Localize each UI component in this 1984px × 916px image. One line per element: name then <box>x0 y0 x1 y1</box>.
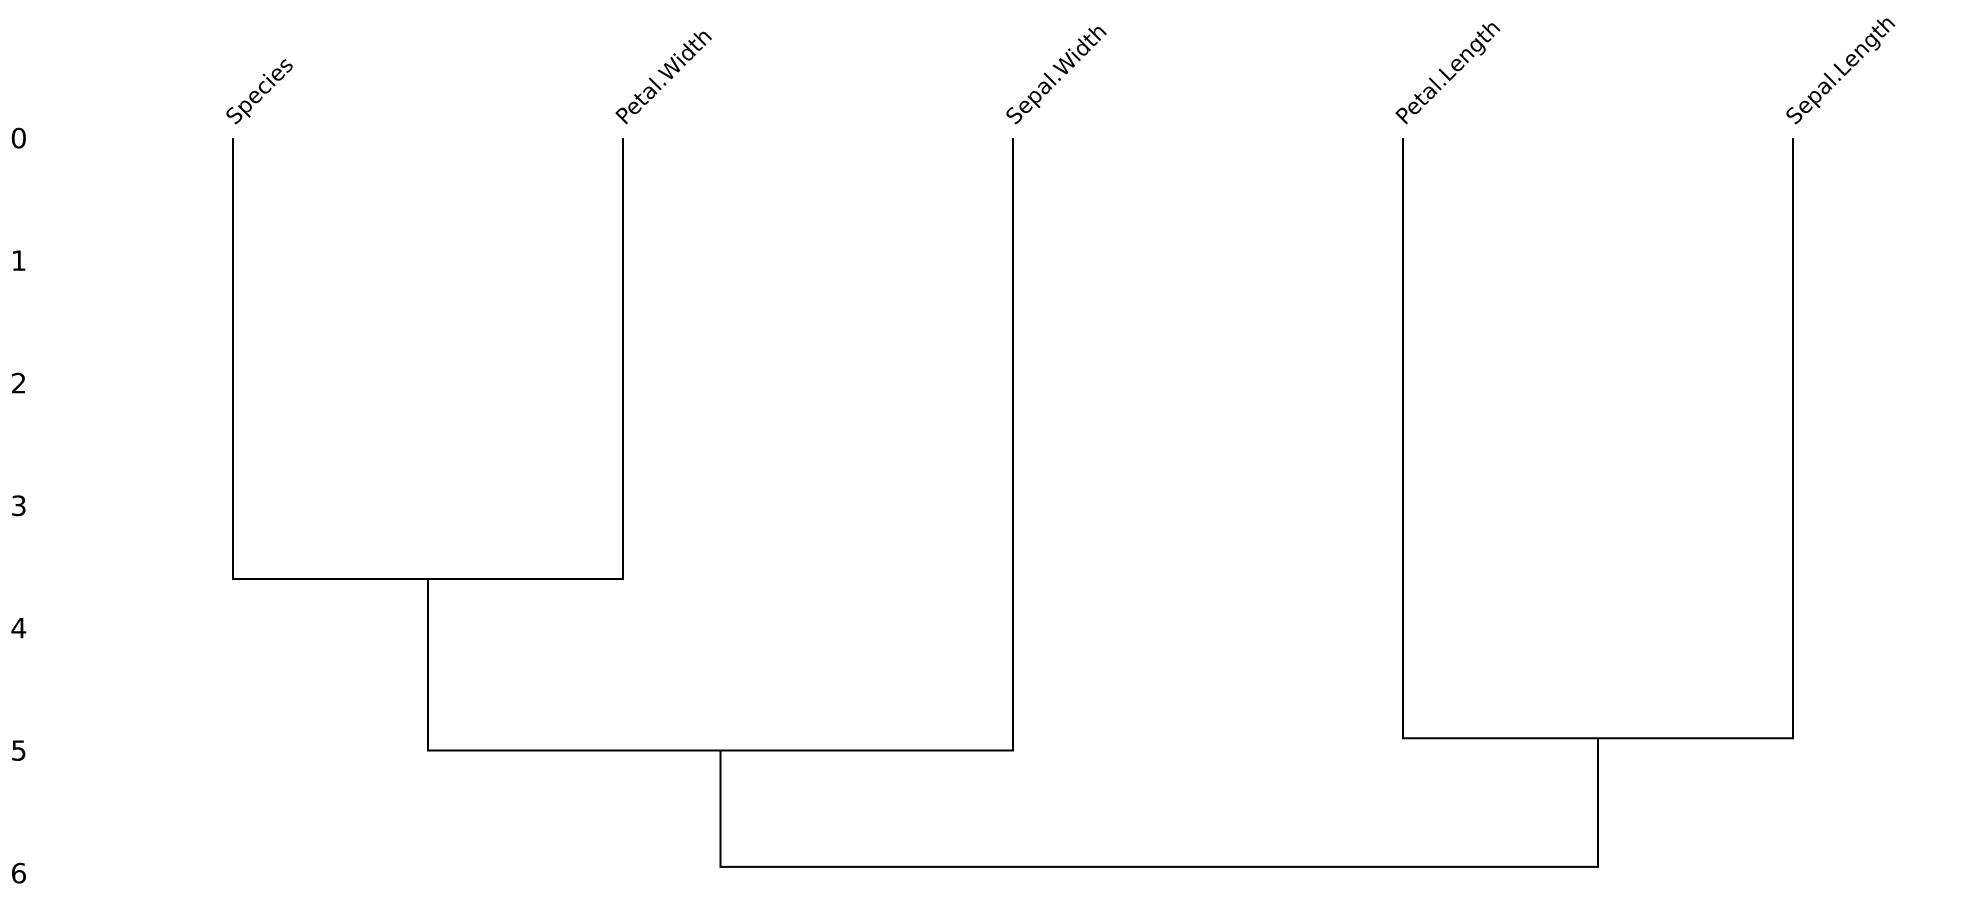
dendrogram-link-3 <box>719 738 1599 868</box>
y-tick-label: 1 <box>10 245 28 278</box>
y-tick-label: 2 <box>10 367 28 400</box>
y-tick-label: 0 <box>10 122 28 155</box>
y-tick-label: 6 <box>10 857 28 890</box>
dendrogram-link-1 <box>427 138 1014 752</box>
leaf-label: Petal.Width <box>612 24 718 130</box>
y-tick-label: 5 <box>10 735 28 768</box>
dendrogram-link-0 <box>232 138 624 580</box>
leaf-labels: Species Petal.Width Sepal.Width Petal.Lengt… <box>222 11 1901 130</box>
dendrogram-links <box>232 138 1794 868</box>
leaf-label: Petal.Length <box>1392 16 1507 131</box>
leaf-label: Sepal.Length <box>1782 11 1901 130</box>
y-tick-label: 4 <box>10 612 28 645</box>
dendrogram-link-2 <box>1402 138 1794 740</box>
y-tick-label: 3 <box>10 490 28 523</box>
y-axis: 0 1 2 3 4 5 6 <box>10 122 28 890</box>
leaf-label: Species <box>222 53 300 131</box>
leaf-label: Sepal.Width <box>1002 19 1113 130</box>
